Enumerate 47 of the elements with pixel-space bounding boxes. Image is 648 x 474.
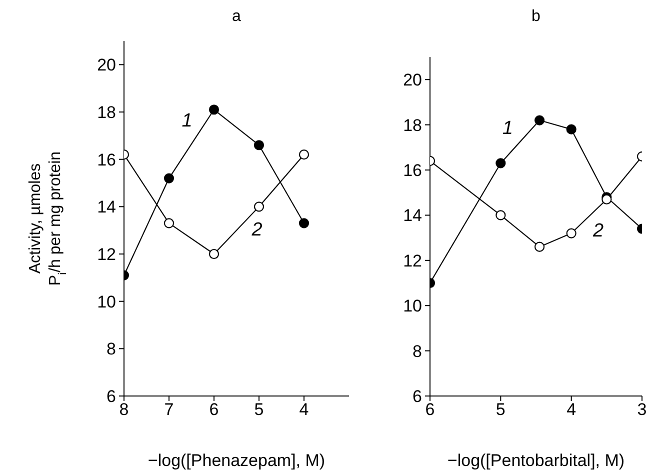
point <box>208 248 220 260</box>
x-tick-label: 5 <box>496 400 506 420</box>
x-tick-label: 6 <box>209 400 219 420</box>
y-tick-label: 16 <box>403 161 422 180</box>
point <box>298 218 310 228</box>
series-label: 2 <box>592 220 604 242</box>
y-tick-label: 14 <box>403 206 422 226</box>
y-tick-label: 6 <box>412 387 422 406</box>
y-tick-label: 10 <box>97 292 116 312</box>
point <box>566 124 576 134</box>
y-tick-label: 10 <box>403 296 422 316</box>
x-axis-title: −log([Phenazepam], M) <box>148 451 326 470</box>
y-tick-label: 8 <box>106 340 116 359</box>
chart-title: b <box>530 8 542 26</box>
x-tick-label: 7 <box>164 400 174 420</box>
x-tick-label: 4 <box>299 400 309 420</box>
point <box>254 140 264 150</box>
y-tick-label: 6 <box>106 387 116 406</box>
point <box>496 158 506 168</box>
y-tick-label: 16 <box>97 150 116 170</box>
point <box>534 115 545 126</box>
x-tick-label: 4 <box>566 400 576 420</box>
point <box>208 104 220 115</box>
x-axis-title: −log([Pentobarbital], M) <box>447 451 625 470</box>
y-tick-label: 12 <box>403 251 422 270</box>
x-tick-label: 5 <box>254 400 264 420</box>
point <box>534 242 545 252</box>
point <box>566 228 576 238</box>
point <box>298 150 310 160</box>
y-tick-label: 12 <box>97 245 116 264</box>
point <box>496 210 506 220</box>
series-label: 1 <box>502 118 513 140</box>
x-tick-label: 8 <box>119 400 129 420</box>
y-tick-label: 18 <box>97 103 116 122</box>
y-tick-label: 8 <box>412 342 422 361</box>
point <box>164 173 174 184</box>
x-tick-label: 6 <box>425 400 435 420</box>
series-label: 2 <box>250 220 263 241</box>
chart-title: a <box>231 8 242 26</box>
x-tick-label: 3 <box>637 400 647 420</box>
series-label: 1 <box>182 110 192 132</box>
y-tick-label: 14 <box>97 198 116 217</box>
point <box>254 202 264 212</box>
y-tick-label: 20 <box>97 56 116 75</box>
y-tick-label: 18 <box>403 116 422 135</box>
point <box>164 218 174 228</box>
y-tick-label: 20 <box>403 70 422 90</box>
